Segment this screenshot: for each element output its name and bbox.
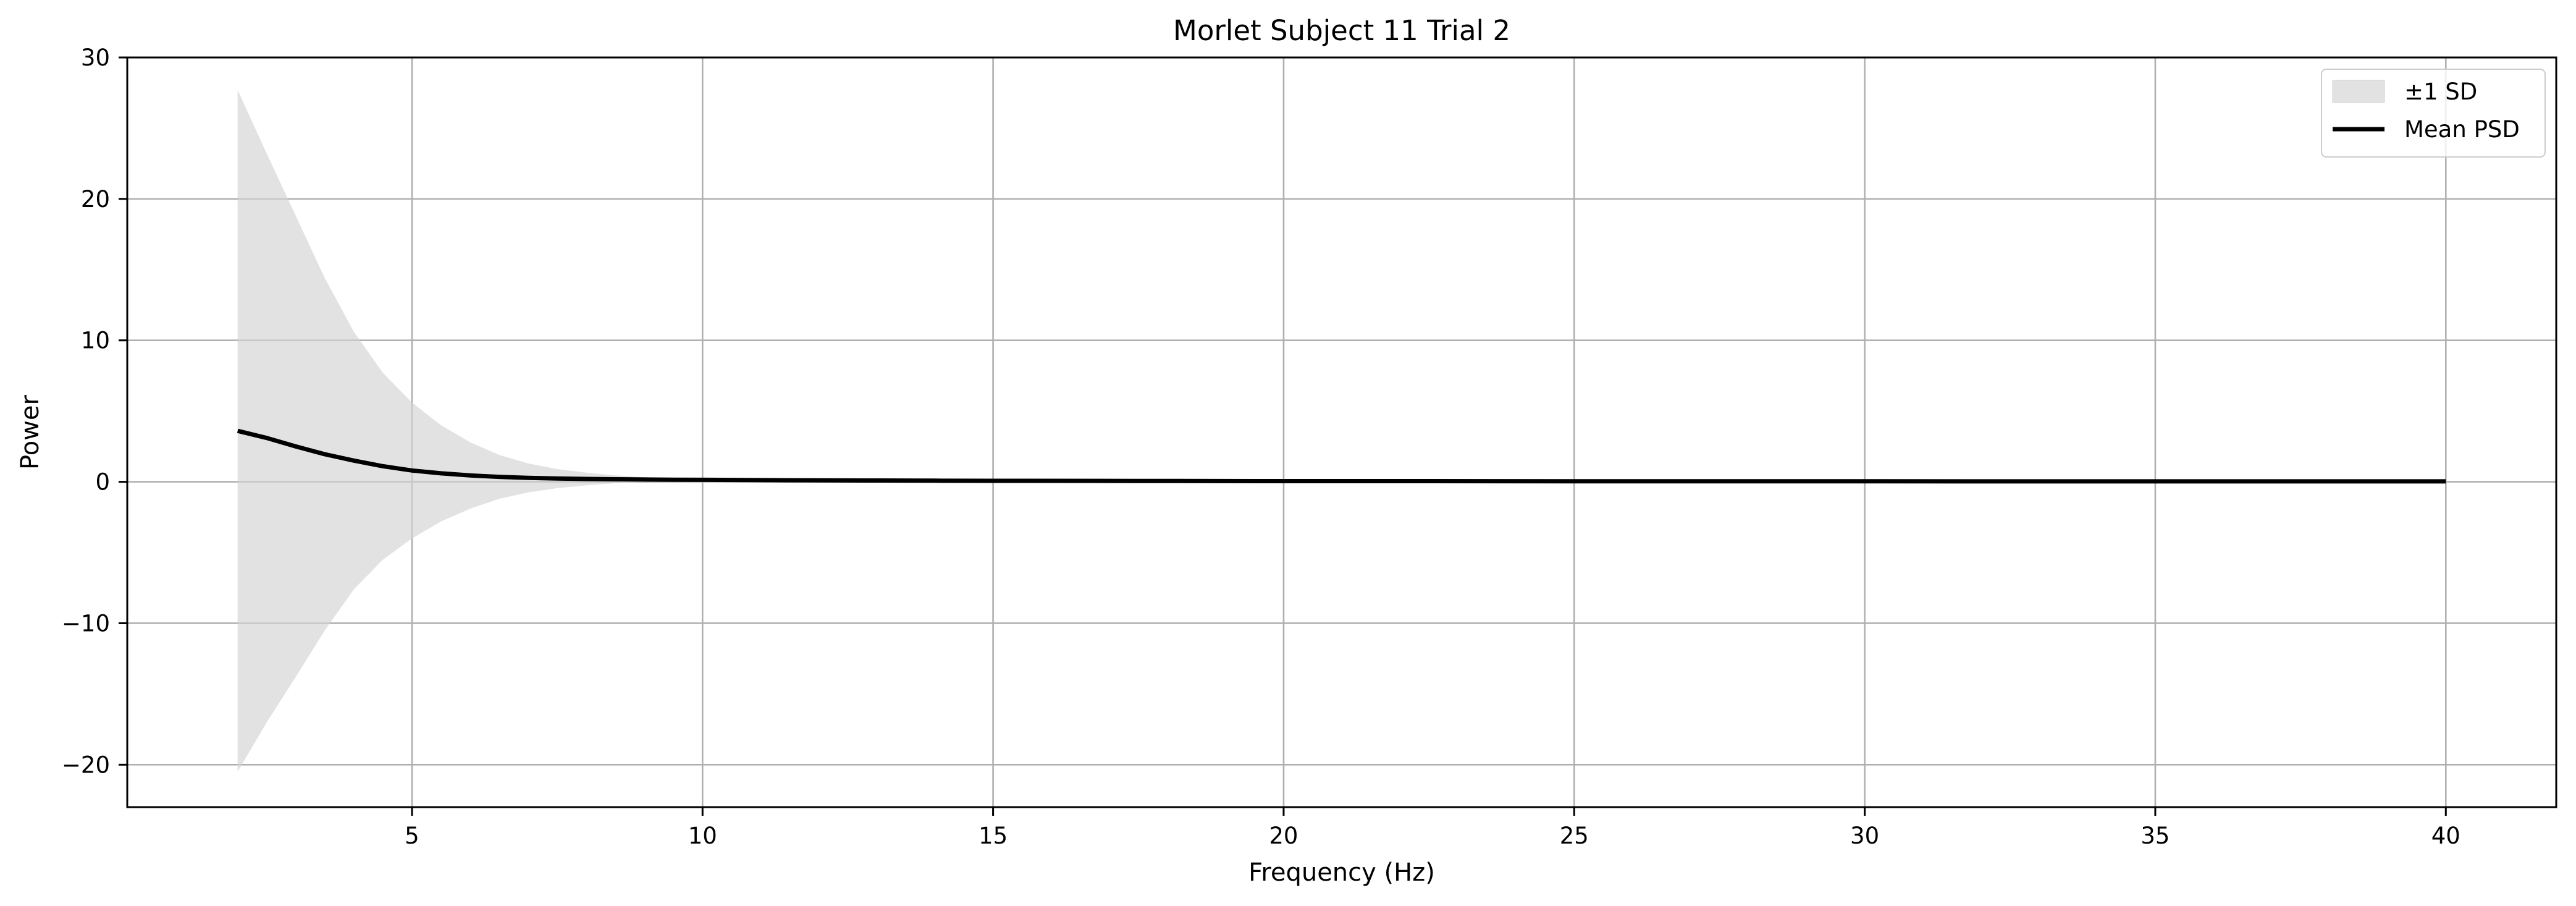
x-tick-label: 30 [1850,823,1879,849]
plot-frame [126,56,2557,808]
axis-ticks: 5 10 15 20 25 30 35 40 −20 −10 0 10 20 30 [62,44,2460,849]
x-tick-label: 15 [979,823,1008,849]
legend-band-label: ±1 SD [2404,78,2477,105]
x-tick-label: 40 [2431,823,2460,849]
plot-data [237,90,2446,772]
x-tick-label: 35 [2140,823,2170,849]
y-tick-label: 0 [95,469,110,496]
chart-title: Morlet Subject 11 Trial 2 [1173,14,1510,47]
x-tick-label: 20 [1269,823,1298,849]
legend: ±1 SD Mean PSD [2321,69,2546,158]
y-axis-label: Power [16,394,44,469]
mean-psd-line [237,428,2446,484]
y-tick-label: −20 [62,751,110,778]
x-tick-label: 25 [1560,823,1589,849]
legend-band-swatch [2332,80,2385,103]
x-tick-label: 10 [688,823,717,849]
x-axis-label: Frequency (Hz) [1248,858,1435,887]
x-tick-label: 5 [405,823,419,849]
y-tick-label: 10 [81,328,110,354]
y-tick-label: 20 [81,186,110,213]
y-tick-label: 30 [81,44,110,71]
legend-mean-label: Mean PSD [2404,116,2520,143]
y-tick-label: −10 [62,610,110,637]
